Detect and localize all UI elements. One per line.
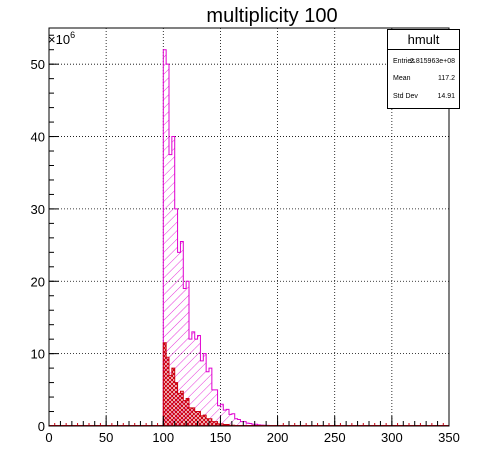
x-tick-label-7: 350 — [438, 430, 460, 445]
stats-value-stddev: 14.91 — [437, 93, 455, 100]
bar-1-13 — [200, 415, 204, 426]
bar-0-17 — [211, 389, 215, 426]
bar-0-30 — [249, 423, 252, 426]
y-tick-label-3: 30 — [31, 202, 45, 217]
bar-0-15 — [206, 371, 209, 426]
bar-0-18 — [214, 389, 218, 426]
series-outline-0 — [162, 49, 273, 427]
bar-0-20 — [220, 404, 224, 426]
bar-0-26 — [237, 419, 241, 426]
bar-1-1 — [166, 357, 169, 426]
bar-0-16 — [209, 368, 212, 426]
bar-0-9 — [189, 339, 192, 426]
bar-0-23 — [229, 414, 232, 426]
bar-0-4 — [174, 208, 178, 426]
bar-1-16 — [209, 418, 212, 426]
bar-0-21 — [223, 410, 227, 426]
bar-0-5 — [177, 252, 181, 426]
bar-0-1 — [166, 64, 169, 426]
bar-1-2 — [169, 375, 172, 426]
bar-0-24 — [231, 413, 235, 426]
stats-row-entries: Entries 2.815963e+08 — [393, 57, 455, 67]
x-tick-label-0: 0 — [45, 430, 52, 445]
series-outline-1 — [162, 342, 239, 427]
x-tick-label-2: 100 — [152, 430, 174, 445]
stats-value-mean: 117.2 — [438, 75, 455, 82]
series-0 — [162, 49, 273, 427]
x-tick-label-5: 250 — [324, 430, 346, 445]
stats-title: hmult — [388, 30, 459, 50]
bar-1-12 — [197, 411, 201, 426]
bar-0-8 — [186, 281, 189, 426]
stats-key-stddev: Std Dev — [393, 93, 418, 100]
bar-0-29 — [246, 423, 249, 426]
bar-1-0 — [163, 342, 167, 426]
bar-0-12 — [197, 335, 201, 426]
bar-0-13 — [200, 360, 204, 426]
bar-0-3 — [171, 136, 175, 426]
bar-0-10 — [191, 331, 195, 426]
stats-key-mean: Mean — [393, 75, 411, 82]
y-tick-label-0: 0 — [38, 419, 45, 434]
stats-value-entries: 2.815963e+08 — [410, 58, 455, 65]
y-tick-label-2: 20 — [31, 274, 45, 289]
x-tick-label-3: 150 — [210, 430, 232, 445]
x-tick-label-4: 200 — [267, 430, 289, 445]
bar-1-19 — [217, 423, 221, 426]
y-tick-label-4: 40 — [31, 130, 45, 145]
bar-0-22 — [226, 409, 229, 426]
y-tick-label-5: 50 — [31, 57, 45, 72]
bar-1-7 — [183, 400, 187, 426]
series-1 — [162, 342, 239, 427]
bar-1-3 — [171, 368, 175, 426]
bar-0-19 — [217, 405, 221, 426]
y-exponent-label: ×106 — [48, 30, 75, 47]
bar-0-2 — [169, 154, 172, 427]
bar-1-9 — [189, 407, 192, 426]
bar-0-0 — [163, 49, 167, 426]
bar-1-8 — [186, 398, 189, 426]
bar-1-5 — [177, 393, 181, 426]
axes — [48, 27, 450, 427]
bar-0-14 — [203, 353, 207, 426]
bar-1-20 — [220, 423, 224, 426]
bar-1-10 — [191, 407, 195, 426]
bar-1-6 — [180, 391, 184, 426]
bar-0-7 — [183, 288, 187, 426]
bar-0-28 — [243, 421, 247, 426]
plot-frame — [48, 27, 450, 427]
tick-labels: 0 50 100 150 200 250 300 350 0 10 20 30 40 50 — [31, 57, 460, 445]
histogram-bars — [49, 49, 449, 427]
bar-1-15 — [206, 418, 209, 426]
bar-0-25 — [234, 418, 238, 426]
stats-row-stddev: Std Dev 14.91 — [393, 92, 455, 102]
y-tick-label-1: 10 — [31, 347, 45, 362]
bar-1-18 — [214, 421, 218, 426]
x-tick-label-1: 50 — [99, 430, 113, 445]
bar-1-14 — [203, 415, 207, 426]
stats-box: hmult Entries 2.815963e+08 Mean 117.2 St… — [387, 29, 460, 109]
x-tick-label-6: 300 — [381, 430, 403, 445]
bar-1-11 — [194, 411, 198, 426]
bar-0-27 — [240, 421, 244, 426]
bar-0-6 — [180, 241, 184, 426]
bar-0-11 — [194, 339, 198, 426]
stats-key-entries: Entries — [393, 58, 415, 65]
bar-1-4 — [174, 382, 178, 426]
bar-1-17 — [211, 421, 215, 426]
chart-title: multiplicity 100 — [206, 5, 337, 27]
stats-row-mean: Mean 117.2 — [393, 74, 455, 84]
